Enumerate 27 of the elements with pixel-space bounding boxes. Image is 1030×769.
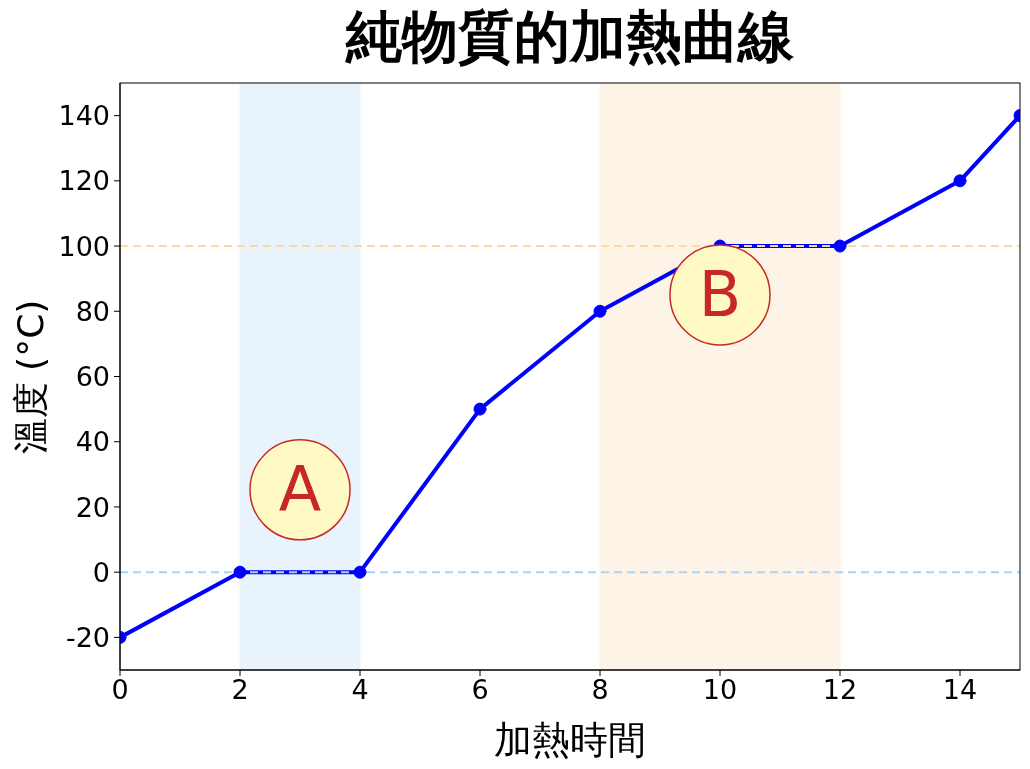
y-tick-label: 140 [58, 100, 110, 132]
x-tick-label: 14 [942, 674, 978, 706]
x-tick-label: 4 [351, 674, 369, 706]
point [353, 565, 367, 579]
y-tick-label: 0 [92, 556, 110, 588]
y-tick-label: 80 [75, 295, 110, 327]
y-tick-label: 40 [75, 426, 110, 458]
y-axis-title: 溫度 (°C) [7, 299, 51, 454]
point [473, 402, 487, 416]
y-tick-label: -20 [65, 621, 110, 653]
y-tick-label: 60 [75, 361, 110, 393]
point [953, 174, 967, 188]
x-tick-label: 8 [591, 674, 609, 706]
x-tick-label: 6 [471, 674, 489, 706]
chart-title: 純物質的加熱曲線 [346, 3, 794, 71]
point [833, 239, 847, 253]
y-tick-label: 20 [75, 491, 110, 523]
point [233, 565, 247, 579]
y-tick-label: 100 [58, 230, 110, 262]
x-tick-label: 12 [822, 674, 858, 706]
x-tick-label: 2 [231, 674, 249, 706]
annotation: B [698, 258, 742, 332]
annotation: A [278, 453, 322, 527]
y-tick-label: 120 [58, 165, 110, 197]
x-tick-label: 10 [702, 674, 738, 706]
x-axis-title: 加熱時間 [494, 716, 646, 764]
point [593, 304, 607, 318]
